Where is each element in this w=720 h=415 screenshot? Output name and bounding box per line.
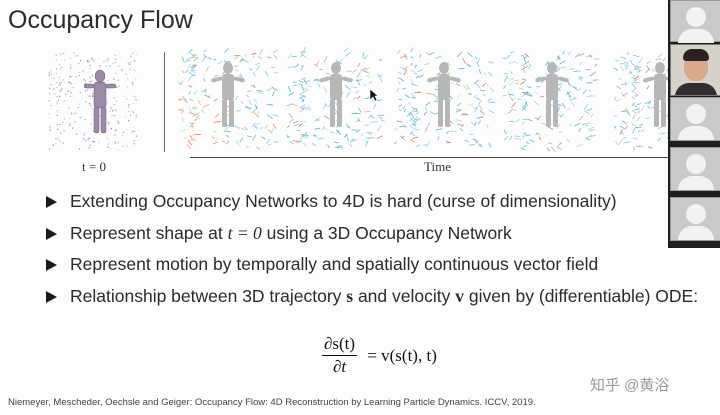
speaker-shirt [675, 83, 717, 95]
participant-avatar-icon [686, 204, 706, 224]
bullet-text: and velocity [353, 285, 456, 306]
citation: Niemeyer, Mescheder, Oechsle and Geiger:… [8, 397, 536, 408]
human-mesh-figure [427, 62, 461, 127]
human-mesh-figure [319, 62, 353, 127]
bullet-arrow-icon [46, 196, 57, 208]
bullet-text: using a 3D Occupancy Network [261, 222, 512, 243]
speaker-hair [683, 49, 709, 61]
bullet-item: Relationship between 3D trajectory s and… [46, 281, 698, 313]
flow-field-frame [502, 50, 600, 152]
bullet-item: Extending Occupancy Networks to 4D is ha… [46, 186, 698, 218]
t0-label: t = 0 [82, 159, 106, 174]
flow-field-frame [394, 47, 496, 148]
flow-field-frame [177, 48, 279, 150]
human-mesh-figure [535, 62, 569, 127]
equation-denominator: ∂t [332, 357, 347, 376]
slide-title: Occupancy Flow [8, 6, 193, 34]
figure-divider [164, 52, 165, 152]
participant-tile[interactable] [670, 147, 720, 191]
human-mesh-figure [643, 62, 668, 127]
bullet-text: Represent shape at [70, 222, 228, 243]
bullet-arrow-icon [46, 259, 57, 271]
bullet-text: Relationship between 3D trajectory [70, 285, 347, 306]
speaker-video[interactable] [670, 44, 720, 96]
bullet-item: Represent shape at t = 0 using a 3D Occu… [46, 218, 698, 250]
time-axis [190, 157, 670, 158]
bullet-list: Extending Occupancy Networks to 4D is ha… [46, 186, 698, 312]
avatar-body [678, 226, 714, 240]
equation-fraction: ∂s(t) ∂t [322, 334, 358, 377]
flow-field-frame [613, 52, 668, 151]
point-cloud-figure [48, 52, 138, 151]
avatar-body [678, 29, 714, 43]
inline-math: v [455, 285, 464, 306]
equation-numerator: ∂s(t) [322, 334, 358, 356]
mouse-cursor-icon [369, 88, 379, 102]
avatar-body [678, 126, 714, 140]
bullet-text: Extending Occupancy Networks to 4D is ha… [70, 191, 617, 211]
bullet-arrow-icon [46, 290, 57, 303]
participant-avatar-icon [686, 104, 706, 124]
bullet-arrow-icon [46, 227, 57, 240]
inline-math: s [346, 285, 354, 306]
ode-equation: ∂s(t) ∂t = v(s(t), t) [322, 334, 437, 377]
flow-field-frame [286, 46, 386, 149]
time-label: Time [424, 159, 451, 174]
bullet-text: Represent motion by temporally and spati… [70, 254, 599, 274]
inline-math: t = 0 [227, 222, 262, 243]
participant-avatar-icon [686, 7, 706, 27]
watermark: 知乎 @黄浴 [590, 377, 670, 394]
bullet-text: given by (differentiable) ODE: [463, 285, 699, 306]
participant-tile[interactable] [670, 0, 720, 43]
flow-sequence-figure [177, 46, 668, 152]
equation-rhs: = v(s(t), t) [367, 345, 437, 365]
participant-avatar-icon [686, 154, 706, 174]
avatar-body [678, 176, 714, 190]
participant-strip[interactable] [668, 0, 720, 248]
participant-tile[interactable] [670, 197, 720, 241]
participant-tile[interactable] [670, 97, 720, 141]
human-mesh-figure [211, 62, 245, 127]
bullet-item: Represent motion by temporally and spati… [46, 249, 698, 281]
